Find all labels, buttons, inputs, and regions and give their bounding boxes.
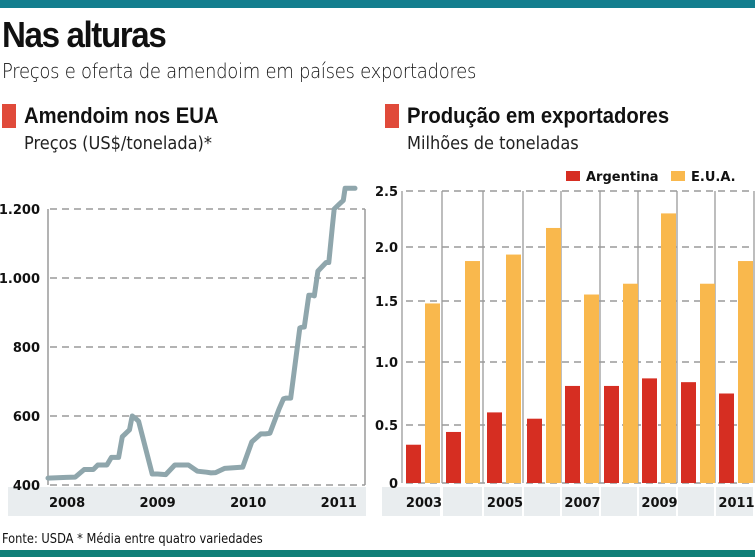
price-line <box>45 185 358 481</box>
x-axis-band-cell <box>639 487 676 516</box>
legend-swatch-eua <box>671 171 685 181</box>
y-tick-label: 1.0 <box>375 356 398 371</box>
bar-argentina <box>719 393 734 483</box>
x-tick-label: 2009 <box>140 496 176 511</box>
y-tick-label: 400 <box>13 479 40 494</box>
legend-label: Argentina <box>586 170 659 185</box>
legend-label: E.U.A. <box>691 170 736 185</box>
y-tick-label: 0.5 <box>375 419 398 434</box>
bar-argentina <box>642 378 657 483</box>
bar-eua <box>425 303 440 483</box>
bar-argentina <box>406 444 421 483</box>
x-axis-band-cell <box>716 487 753 516</box>
bar-argentina <box>604 385 619 483</box>
bar-argentina <box>446 431 461 483</box>
bar-eua <box>465 261 480 483</box>
x-axis-band-cell <box>678 487 714 516</box>
production-chart-subtitle: Milhões de toneladas <box>407 133 579 154</box>
x-axis-band-cell <box>443 487 482 516</box>
bar-eua <box>546 227 561 483</box>
x-tick-label: 2008 <box>49 496 85 511</box>
bar-argentina <box>527 418 542 483</box>
price-line-chart: 400 600 800 1.000 1.200 2008 2009 2010 2011 <box>0 185 366 516</box>
x-tick-label: 2003 <box>406 496 442 511</box>
price-chart-subtitle: Preços (US$/tonelada)* <box>24 133 212 154</box>
bar-argentina <box>565 385 580 483</box>
y-tick-label: 0 <box>389 477 398 492</box>
y-tick-label: 1.200 <box>0 203 40 218</box>
bar-argentina <box>487 412 502 483</box>
x-tick-label: 2007 <box>564 496 600 511</box>
section-marker <box>2 104 16 128</box>
price-chart-header: Amendoim nos EUA Preços (US$/tonelada)* <box>2 102 362 158</box>
bar-eua <box>700 283 715 483</box>
x-axis-band <box>8 487 366 516</box>
y-tick-label: 2.0 <box>375 241 398 256</box>
price-chart-title: Amendoim nos EUA <box>24 103 219 128</box>
legend-swatch-argentina <box>566 171 580 181</box>
page-subtitle: Preços e oferta de amendoim em países ex… <box>2 59 477 83</box>
x-axis-band-cell <box>601 487 637 516</box>
page-title: Nas alturas <box>2 14 167 55</box>
x-axis-band-cell <box>484 487 522 516</box>
bottom-accent-bar <box>0 550 755 557</box>
source-note: Fonte: USDA * Média entre quatro varieda… <box>2 532 263 547</box>
y-tick-label: 2.5 <box>375 185 398 200</box>
x-tick-label: 2011 <box>321 496 357 511</box>
y-tick-label: 1.000 <box>0 272 40 287</box>
production-chart-header: Produção em exportadores Milhões de tone… <box>385 102 755 158</box>
bar-eua <box>506 254 521 483</box>
x-tick-label: 2005 <box>487 496 523 511</box>
bar-eua <box>661 213 676 483</box>
top-accent-bar <box>0 0 755 8</box>
production-bar-chart: Argentina E.U.A. 0 0.5 1.0 1.5 2.0 2.5 2003 200… <box>375 170 755 516</box>
x-axis-band-cell <box>382 487 440 516</box>
y-tick-label: 1.5 <box>375 295 398 310</box>
production-chart-title: Produção em exportadores <box>407 103 670 128</box>
bar-argentina <box>681 382 696 483</box>
bar-eua <box>738 261 753 483</box>
y-tick-label: 800 <box>13 341 40 356</box>
section-marker <box>385 104 399 128</box>
x-tick-label: 2009 <box>641 496 677 511</box>
x-axis-band-cell <box>562 487 599 516</box>
x-axis-band-cell <box>524 487 560 516</box>
x-tick-label: 2010 <box>230 496 266 511</box>
bar-eua <box>623 283 638 483</box>
bar-eua <box>584 294 599 483</box>
y-tick-label: 600 <box>13 410 40 425</box>
x-tick-label: 2011 <box>718 496 754 511</box>
